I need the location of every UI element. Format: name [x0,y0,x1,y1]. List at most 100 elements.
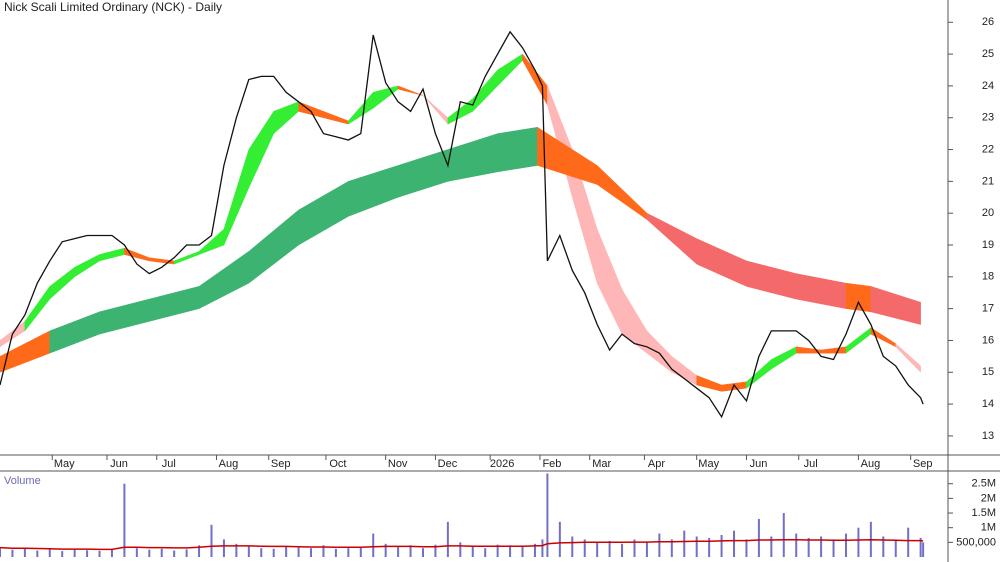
volume-bar [123,483,126,557]
volume-bar [185,549,188,557]
volume-bar [844,533,847,557]
x-tick-label: Jun [750,458,768,470]
y-tick-label: 13 [982,430,994,442]
x-tick-label: Apr [648,458,665,470]
y-tick-label: 26 [982,16,994,28]
y-tick-label: 500,000 [956,536,996,548]
volume-bar [484,548,487,557]
y-tick-label: 2.5M [972,478,996,490]
volume-bar [322,545,325,557]
volume-bar [670,539,673,557]
ma-band-segment [845,282,872,313]
volume-bar [533,543,536,557]
volume-bar [745,539,748,557]
volume-bar [708,537,711,557]
y-tick-label: 25 [982,48,994,60]
x-tick-label: Jun [110,458,128,470]
volume-bar [11,549,14,557]
volume-bar [235,543,238,557]
volume-bar [198,545,201,557]
volume-bar [645,542,648,557]
volume-bar [48,549,51,557]
volume-bar [446,521,449,557]
volume-average-line [0,538,924,551]
volume-bar [334,548,337,557]
volume-bar [173,550,176,557]
y-tick-label: 15 [982,366,994,378]
volume-bar [98,550,101,557]
volume-bar [596,542,599,557]
volume-bar [496,544,499,557]
volume-bar [608,540,611,557]
volume-bar [347,548,350,557]
ma-band-segment [870,286,921,325]
volume-bar [658,533,661,557]
volume-bar [757,518,760,557]
volume-bar [247,545,250,557]
volume-bar [922,542,925,557]
volume-bar [795,533,798,557]
volume-bar [733,530,736,557]
y-tick-label: 20 [982,207,994,219]
volume-bar [857,527,860,557]
y-tick-label: 23 [982,112,994,124]
y-tick-label: 19 [982,239,994,251]
volume-bar [558,521,561,557]
volume-bar [907,527,910,557]
x-tick-label: 2026 [490,458,514,470]
y-tick-label: 14 [982,398,994,410]
volume-bar [434,544,437,557]
volume-bar [260,548,263,557]
volume-bar [882,536,885,557]
volume-bar [459,542,462,557]
volume-bar [86,550,89,557]
volume-bar [285,546,288,557]
volume-bar [421,548,424,557]
x-tick-label: Aug [219,458,239,470]
volume-bar [509,545,512,557]
x-tick-label: Aug [861,458,881,470]
ma-band-segment [497,126,538,173]
volume-bar [471,546,474,557]
y-tick-label: 24 [982,80,994,92]
x-tick-label: Sep [271,458,291,470]
volume-bar [160,548,163,557]
y-tick-label: 1M [981,522,996,534]
volume-bar [770,536,773,557]
volume-bar [894,539,897,557]
volume-bar [148,549,151,557]
y-tick-label: 2M [981,492,996,504]
x-tick-label: Mar [592,458,611,470]
y-tick-label: 18 [982,271,994,283]
volume-bar [633,539,636,557]
volume-bar [919,537,922,557]
volume-bar [683,530,686,557]
volume-bar [359,546,362,557]
volume-bar [820,536,823,557]
y-tick-label: 21 [982,175,994,187]
volume-title: Volume [4,475,41,487]
volume-bar [409,545,412,557]
price-line [0,30,924,419]
volume-bar [61,551,64,557]
y-tick-label: 17 [982,303,994,315]
volume-bar [695,536,698,557]
volume-bar [541,539,544,557]
y-tick-label: 22 [982,143,994,155]
x-tick-label: May [54,458,75,470]
x-tick-label: Sep [913,458,933,470]
x-tick-label: Feb [542,458,561,470]
x-tick-label: Jul [162,458,176,470]
volume-bar [720,535,723,557]
volume-bar [384,543,387,557]
volume-bar [210,524,213,557]
volume-bar [807,537,810,557]
x-tick-label: Dec [438,458,458,470]
volume-bar [222,539,225,557]
ma-band-segment [895,343,921,373]
y-tick-label: 1.5M [972,507,996,519]
volume-bar [0,548,1,557]
volume-bar [310,548,313,557]
volume-bar [23,548,26,557]
